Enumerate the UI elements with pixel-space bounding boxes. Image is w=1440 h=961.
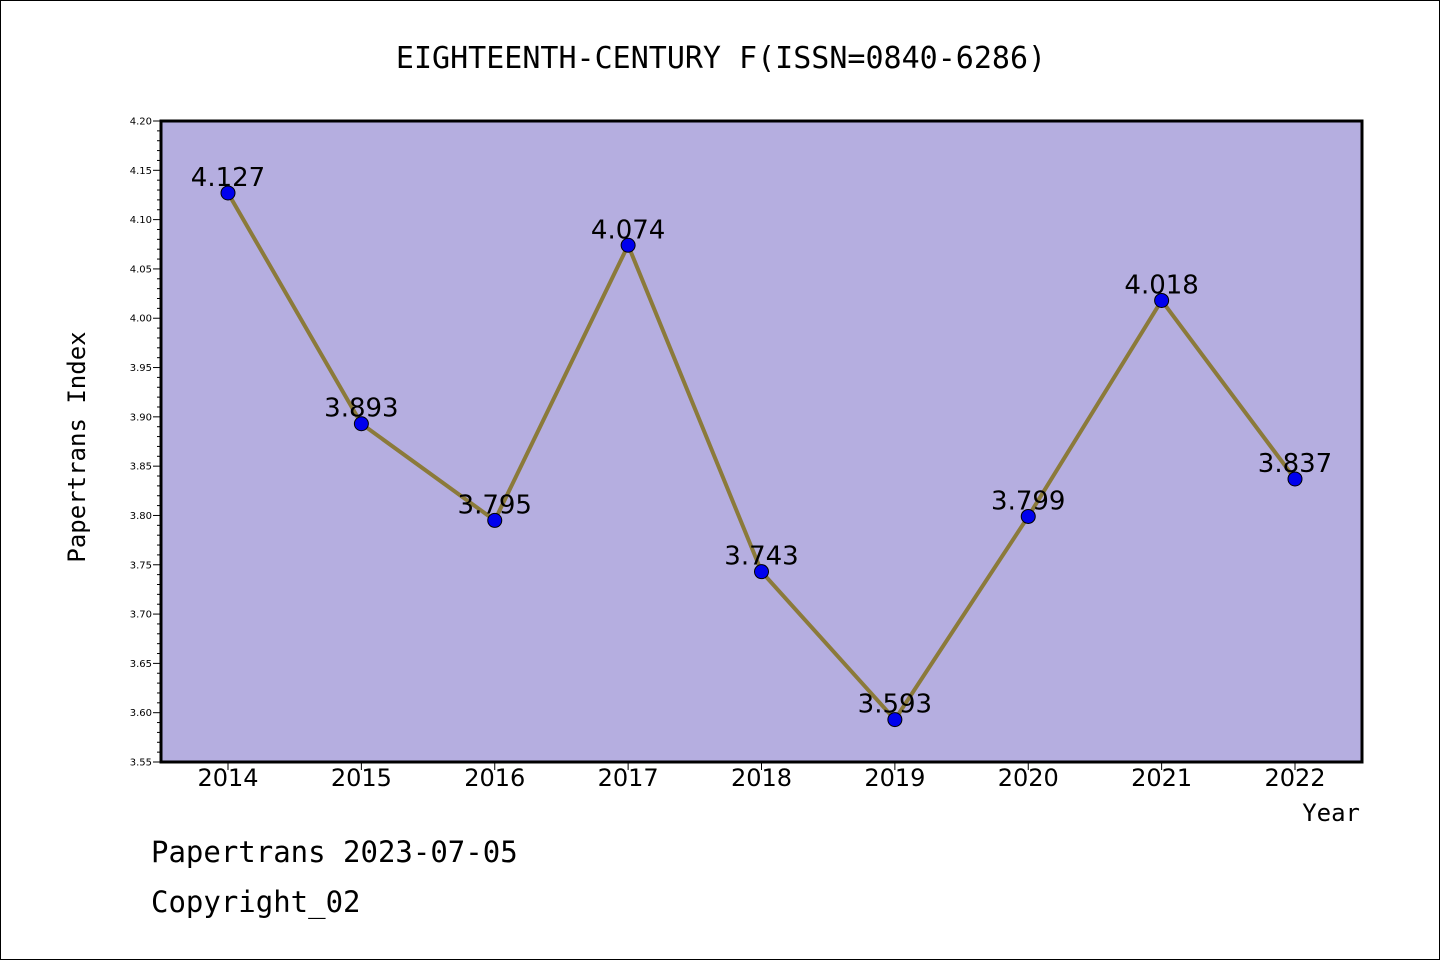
- data-label: 3.837: [1258, 449, 1332, 479]
- y-axis-ticks: 3.55 3.60 3.65 3.70 3.75 3.80 3.85 3.90 3.95 4.00…: [130, 117, 161, 769]
- y-tick-label: 4.00: [130, 314, 152, 325]
- footer-date: Papertrans 2023-07-05: [151, 835, 518, 869]
- x-tick-label: 2018: [731, 764, 792, 792]
- x-axis-ticks: 2014 2015 2016 2017 2018 2019 2020 2021 2022: [197, 762, 1326, 792]
- y-tick-label: 3.95: [130, 363, 152, 374]
- y-axis-label: Papertrans Index: [63, 331, 91, 562]
- plot-area: [161, 121, 1362, 762]
- x-tick-label: 2021: [1131, 764, 1192, 792]
- x-tick-label: 2016: [464, 764, 525, 792]
- x-tick-label: 2020: [998, 764, 1059, 792]
- y-tick-label: 3.65: [130, 659, 152, 670]
- x-tick-label: 2022: [1264, 764, 1325, 792]
- data-point: [1020, 508, 1036, 524]
- y-tick-label: 3.85: [130, 462, 152, 473]
- x-tick-label: 2019: [864, 764, 925, 792]
- data-point: [1287, 471, 1303, 487]
- y-tick-label: 3.90: [130, 412, 152, 423]
- data-label: 4.018: [1124, 270, 1198, 300]
- data-point: [353, 416, 369, 432]
- data-label: 3.799: [991, 486, 1065, 516]
- data-label: 3.893: [324, 394, 398, 424]
- y-tick-label: 4.05: [130, 264, 152, 275]
- y-tick-label: 4.10: [130, 215, 152, 226]
- footer-copyright: Copyright_02: [151, 885, 361, 919]
- y-tick-label: 3.70: [130, 610, 152, 621]
- data-label: 4.074: [591, 215, 665, 245]
- y-tick-label: 3.80: [130, 511, 152, 522]
- y-tick-label: 3.60: [130, 708, 152, 719]
- data-point: [754, 564, 769, 580]
- y-tick-label: 3.55: [130, 758, 152, 769]
- data-label: 3.795: [458, 490, 532, 520]
- data-point: [620, 237, 636, 253]
- x-axis-label: Year: [1302, 799, 1360, 827]
- y-tick-label: 3.75: [130, 560, 152, 571]
- series: 4.127 3.893 3.795 4.074 3.743 3.593 3.799 4.018…: [191, 163, 1332, 728]
- data-point: [220, 185, 236, 201]
- x-tick-label: 2015: [331, 764, 392, 792]
- data-label: 4.127: [191, 163, 265, 193]
- x-tick-label: 2014: [197, 764, 258, 792]
- plot-frame: [159, 119, 1364, 764]
- y-tick-label: 4.15: [130, 166, 152, 177]
- data-point: [487, 512, 503, 528]
- x-tick-label: 2017: [598, 764, 659, 792]
- data-label: 3.593: [858, 690, 932, 720]
- data-point: [887, 712, 903, 728]
- y-tick-label: 4.20: [130, 117, 152, 128]
- data-label: 3.743: [724, 542, 798, 572]
- data-point: [1154, 292, 1170, 308]
- chart-title: EIGHTEENTH-CENTURY F(ISSN=0840-6286): [396, 41, 1046, 76]
